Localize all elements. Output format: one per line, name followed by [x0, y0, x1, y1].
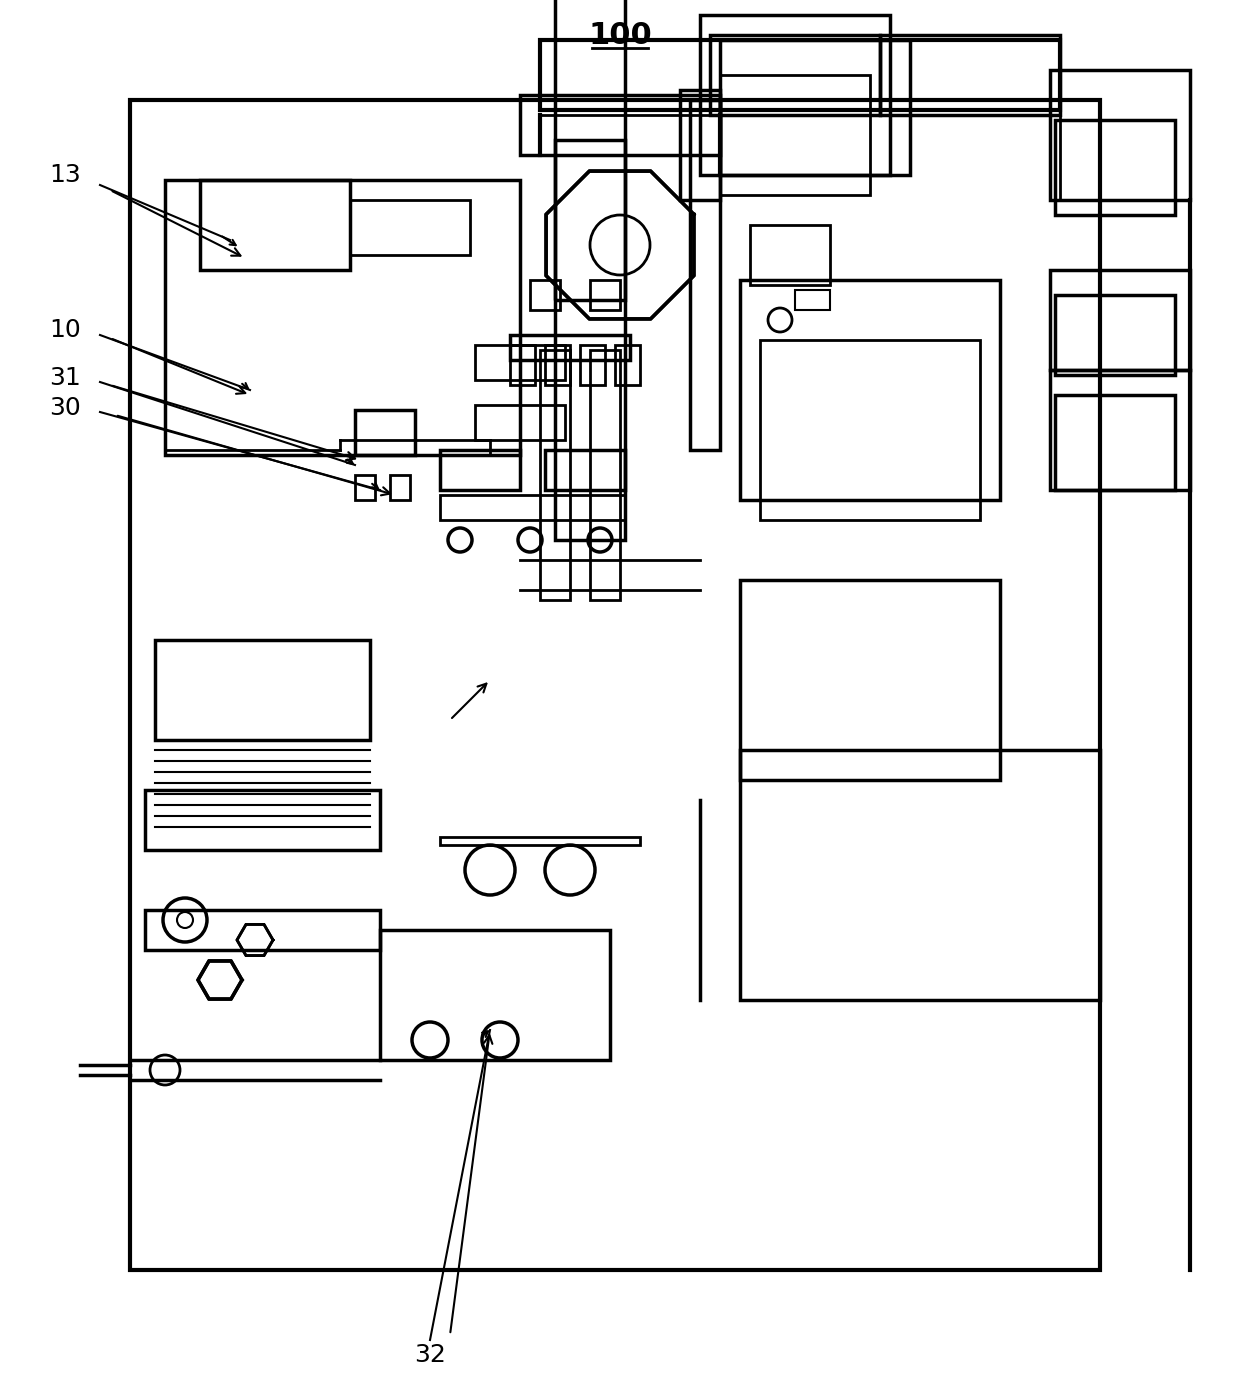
Bar: [720, 40, 910, 174]
Bar: [1055, 120, 1176, 215]
Bar: [740, 580, 999, 780]
Bar: [355, 476, 374, 499]
Bar: [711, 35, 880, 114]
Bar: [440, 451, 520, 490]
Bar: [1050, 370, 1190, 490]
Text: 100: 100: [588, 21, 652, 49]
Bar: [580, 345, 605, 385]
Bar: [720, 75, 870, 195]
Bar: [539, 350, 570, 600]
Bar: [165, 180, 520, 455]
Bar: [880, 35, 1060, 114]
Bar: [556, 140, 625, 540]
Bar: [379, 930, 610, 1060]
Bar: [355, 410, 415, 455]
Polygon shape: [237, 925, 273, 956]
Bar: [510, 345, 534, 385]
Bar: [701, 15, 890, 174]
Text: 13: 13: [50, 163, 81, 187]
Bar: [740, 751, 1100, 1000]
Text: 31: 31: [50, 365, 81, 391]
Bar: [760, 340, 980, 520]
Bar: [350, 199, 470, 255]
Bar: [1050, 70, 1190, 199]
Bar: [539, 40, 1060, 110]
Bar: [615, 345, 640, 385]
Bar: [590, 350, 620, 600]
Bar: [546, 451, 625, 490]
Text: 32: 32: [414, 1343, 446, 1367]
Bar: [556, 0, 625, 300]
Bar: [795, 290, 830, 310]
Polygon shape: [198, 961, 242, 999]
Bar: [145, 910, 379, 950]
Bar: [546, 345, 570, 385]
Bar: [510, 335, 630, 360]
Bar: [440, 837, 640, 845]
Bar: [391, 476, 410, 499]
Bar: [680, 91, 720, 199]
Bar: [440, 495, 625, 520]
Bar: [590, 280, 620, 310]
Bar: [689, 100, 720, 451]
Text: 30: 30: [50, 396, 81, 420]
Bar: [155, 640, 370, 739]
Bar: [145, 790, 379, 850]
Bar: [750, 225, 830, 285]
Bar: [740, 280, 999, 499]
Bar: [520, 95, 720, 155]
Bar: [1055, 294, 1176, 375]
Text: 10: 10: [50, 318, 81, 342]
Bar: [130, 100, 1100, 1269]
Bar: [475, 405, 565, 439]
Bar: [200, 180, 350, 271]
Bar: [1050, 271, 1190, 370]
Bar: [1055, 395, 1176, 490]
Bar: [529, 280, 560, 310]
Bar: [475, 345, 565, 379]
